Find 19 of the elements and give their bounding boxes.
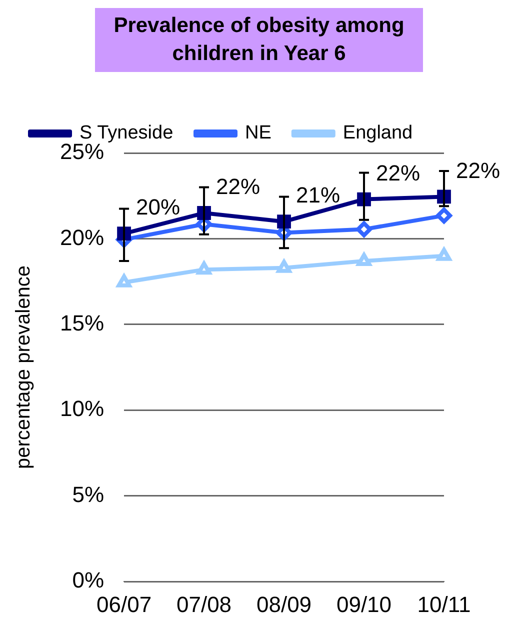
x-tick-label: 07/08 (176, 592, 232, 617)
y-tick-label: 15% (60, 310, 104, 336)
data-label: 21% (296, 182, 340, 208)
data-label: 22% (456, 158, 500, 183)
x-tick-label: 10/11 (417, 592, 471, 617)
legend-label: NE (245, 122, 272, 144)
x-tick-label: 09/10 (336, 592, 392, 617)
y-tick-label: 20% (60, 224, 104, 250)
y-tick-label: 5% (72, 482, 104, 507)
y-tick-label: 0% (72, 568, 104, 593)
x-tick-label: 06/07 (96, 592, 152, 617)
data-label: 22% (216, 174, 260, 200)
data-label: 20% (136, 194, 180, 220)
legend-label: England (342, 122, 413, 144)
y-axis-title: percentage prevalence (12, 266, 35, 470)
data-label: 22% (376, 160, 420, 186)
chart-title: Prevalence of obesity among children in Year 6 (95, 8, 423, 72)
y-tick-label: 10% (60, 396, 104, 422)
x-tick-label: 08/09 (256, 592, 312, 617)
